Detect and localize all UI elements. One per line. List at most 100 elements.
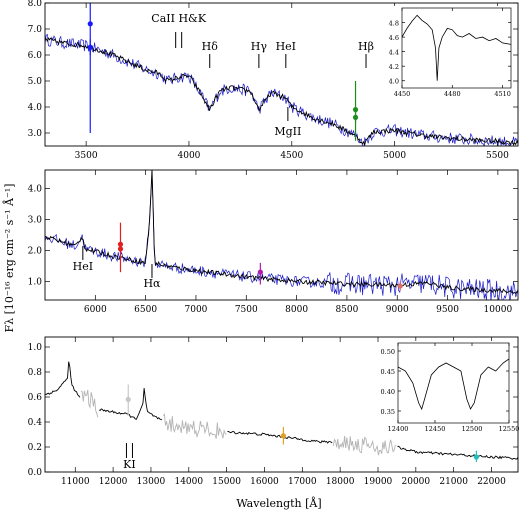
inset-0-x-tick-label: 4480 — [444, 90, 461, 98]
photometry-point — [117, 246, 124, 252]
panel-1-x-tick-label: 6500 — [134, 305, 157, 315]
panel-2-y-tick-label: 0.8 — [28, 368, 43, 378]
inset-2-y-tick-label: 0.40 — [381, 388, 395, 396]
panel-nir: 11000 12000 13000 14000 15000 16000 17000 18000… — [28, 336, 520, 487]
inset-0-y-tick-label: 4.4 — [389, 49, 399, 57]
y-axis-label: Fλ [10⁻¹⁶ erg cm⁻² s⁻¹ Å⁻¹] — [2, 184, 16, 333]
panel-2-x-tick-label: 11000 — [61, 477, 90, 487]
panel-0-y-tick-label: 4.0 — [28, 103, 43, 113]
inset-2-x-tick-label: 12500 — [462, 425, 483, 433]
line-annotation: Hδ — [202, 40, 219, 53]
panel-1-x-tick-label: 8500 — [335, 305, 358, 315]
photometry-point — [352, 114, 359, 120]
panel-2-x-tick-label: 16000 — [250, 477, 279, 487]
model-spectrum — [45, 36, 518, 146]
panel-1-x-tick-label: 9000 — [386, 305, 409, 315]
inset-0-y-tick-label: 4.2 — [389, 63, 399, 71]
panel-2-y-tick-label: 0.2 — [28, 443, 42, 453]
x-axis-label: Wavelength [Å] — [236, 496, 321, 510]
panel-1-y-tick-label: 4.0 — [28, 185, 43, 195]
spectrum-panels: 3500 4000 4500 5000 5500 3.0 4.0 5.0 6.0 7.0 8.0 Ca… — [28, 0, 520, 487]
panel-2-x-tick-label: 14000 — [174, 477, 203, 487]
panel-0-y-tick-label: 5.0 — [28, 77, 43, 87]
plot-area — [45, 170, 518, 300]
inset-spectrum — [401, 14, 512, 81]
panel-2-x-tick-label: 19000 — [364, 477, 393, 487]
panel-2-x-tick-label: 15000 — [212, 477, 241, 487]
panel-1-y-tick-label: 3.0 — [28, 216, 43, 226]
inset-spectrum — [397, 358, 510, 411]
panel-vis: 6000 6500 7000 7500 8000 8500 9000 9500 10000 1.0… — [28, 169, 519, 315]
photometry-point — [397, 283, 403, 289]
line-annotation: HeI — [73, 260, 93, 273]
panel-1-y-tick-label: 1.0 — [28, 277, 43, 287]
inset-0-x-tick-label: 4450 — [394, 90, 411, 98]
panel-1-x-tick-label: 9500 — [436, 305, 459, 315]
panel-2-frame — [44, 336, 519, 473]
photometry-point — [125, 396, 131, 403]
model-spectrum — [45, 170, 518, 294]
panel-0-x-tick-label: 5500 — [486, 151, 509, 161]
panel-1-y-tick-label: 2.0 — [28, 246, 43, 256]
inset-0-y-tick-label: 4.6 — [389, 34, 399, 42]
line-annotation: HeI — [276, 40, 296, 53]
telluric-spectrum — [332, 435, 397, 456]
inset-2-x-tick-label: 12400 — [388, 425, 409, 433]
plot-area — [45, 361, 518, 462]
telluric-spectrum — [162, 413, 227, 439]
panel-0-x-tick-label: 4000 — [178, 151, 201, 161]
panel-2-x-tick-label: 20000 — [402, 477, 431, 487]
inset-2-y-tick-label: 0.45 — [381, 368, 395, 376]
inset-0-x-tick-label: 4510 — [494, 90, 511, 98]
panel-2-x-tick-label: 12000 — [99, 477, 128, 487]
photometry-point — [87, 21, 93, 27]
photometry-point — [257, 269, 263, 275]
panel-0-x-tick-label: 5000 — [383, 151, 406, 161]
plot-area — [45, 3, 518, 146]
photometry-point — [87, 44, 93, 50]
panel-1-x-tick-label: 7500 — [235, 305, 258, 315]
panel-2-x-tick-label: 18000 — [326, 477, 355, 487]
line-annotation: Hβ — [358, 40, 374, 53]
panel-2-x-tick-label: 22000 — [477, 477, 506, 487]
panel-0-frame — [44, 2, 519, 147]
inset-2-y-tick-label: 0.50 — [381, 348, 395, 356]
panel-0-y-tick-label: 7.0 — [28, 25, 43, 35]
photometry-point — [280, 433, 286, 439]
panel-0-x-tick-label: 3500 — [75, 151, 98, 161]
panel-0-y-tick-label: 8.0 — [28, 0, 43, 9]
photometry-point — [117, 241, 124, 247]
inset-2-x-tick-label: 12450 — [425, 425, 446, 433]
panel-uvb: 3500 4000 4500 5000 5500 3.0 4.0 5.0 6.0 7.0 8.0 Ca… — [28, 0, 519, 161]
inset-0-y-tick-label: 4.8 — [389, 20, 399, 28]
panel-2-x-tick-label: 21000 — [439, 477, 468, 487]
inset-0-frame — [401, 7, 512, 89]
panel-0-y-tick-label: 6.0 — [28, 51, 43, 61]
observed-spectrum — [45, 33, 518, 146]
line-annotation: MgII — [274, 125, 301, 138]
inset-panel: 12400 12450 12500 12550 0.35 0.40 0.45 0.50 — [381, 341, 520, 434]
panel-2-x-tick-label: 17000 — [288, 477, 317, 487]
line-annotation: Hα — [143, 277, 161, 290]
panel-1-x-tick-label: 6000 — [84, 305, 107, 315]
panel-0-y-tick-label: 3.0 — [28, 129, 43, 139]
telluric-spectrum — [80, 389, 99, 418]
panel-2-x-tick-label: 13000 — [137, 477, 166, 487]
panel-2-y-tick-label: 1.0 — [28, 343, 43, 353]
panel-1-frame — [44, 169, 519, 301]
panel-2-y-tick-label: 0.0 — [28, 468, 43, 478]
inset-2-x-tick-label: 12550 — [499, 425, 520, 433]
panel-1-x-tick-label: 8000 — [285, 305, 308, 315]
line-annotation: KI — [123, 458, 136, 471]
line-annotation: CaII H&K — [151, 12, 207, 25]
inset-panel: 4450 4480 4510 4.0 4.2 4.4 4.6 4.8 — [388, 6, 513, 99]
panel-1-x-tick-label: 7000 — [185, 305, 208, 315]
inset-2-y-tick-label: 0.35 — [381, 408, 395, 416]
panel-0-x-tick-label: 4500 — [280, 151, 303, 161]
panel-2-y-tick-label: 0.6 — [28, 393, 43, 403]
model-spectrum — [45, 361, 518, 460]
panel-1-x-tick-label: 10000 — [484, 305, 513, 315]
observed-spectrum — [45, 174, 518, 300]
photometry-point — [473, 454, 479, 460]
